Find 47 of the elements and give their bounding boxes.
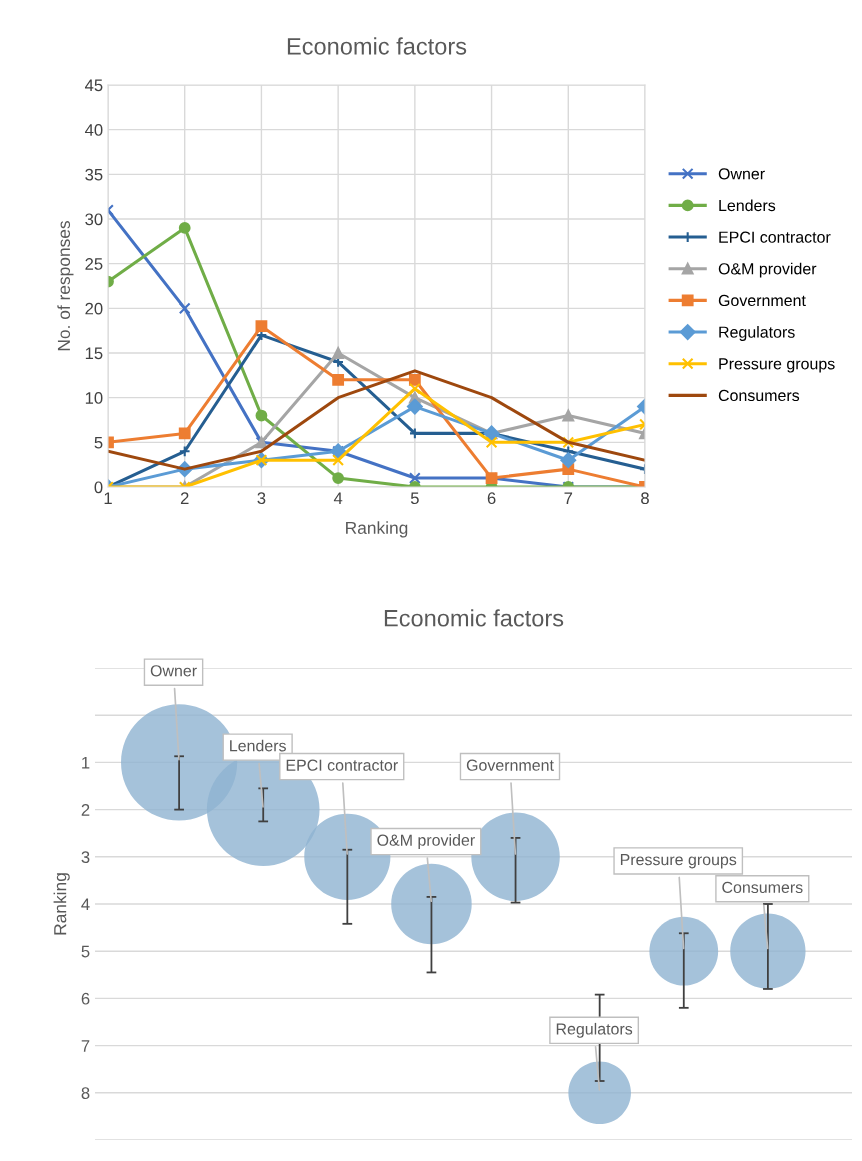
y-tick-label: 5 [94, 436, 103, 449]
legend-label: O&M provider [718, 262, 817, 278]
y-axis-title: Ranking [53, 873, 70, 935]
x-axis-title: Ranking [346, 521, 408, 538]
y-tick-label: 4 [81, 898, 90, 911]
y-tick-label: 1 [82, 756, 90, 769]
x-tick-label: 5 [410, 492, 419, 505]
x-tick-label: 7 [564, 492, 573, 504]
data-label: EPCI contractor [286, 759, 398, 771]
legend-label: Lenders [719, 199, 776, 212]
y-tick-label: 7 [81, 1040, 90, 1052]
data-label: Government [466, 759, 554, 771]
legend-label: Consumers [718, 389, 800, 402]
data-label: Consumers [722, 881, 803, 894]
x-tick-label: 8 [641, 492, 649, 505]
y-tick-label: 15 [85, 347, 103, 360]
y-tick-label: 40 [84, 124, 103, 136]
y-tick-label: 5 [81, 945, 90, 958]
x-tick-label: 6 [487, 492, 496, 505]
x-tick-label: 4 [333, 492, 343, 504]
data-label: Lenders [230, 739, 286, 752]
y-tick-label: 25 [85, 258, 103, 270]
y-tick-label: 2 [81, 804, 90, 816]
x-tick-label: 3 [257, 492, 266, 505]
chart-title: Economic factors [287, 37, 467, 55]
y-tick-label: 30 [85, 213, 103, 226]
x-tick-label: 1 [104, 492, 112, 504]
y-tick-label: 20 [85, 302, 103, 315]
y-tick-label: 35 [85, 168, 103, 181]
data-label: Pressure groups [620, 854, 737, 869]
legend-label: Regulators [719, 326, 795, 341]
y-tick-label: 10 [85, 392, 103, 404]
y-tick-label: 0 [94, 481, 103, 494]
y-tick-label: 3 [81, 851, 90, 863]
data-label: Regulators [556, 1022, 633, 1038]
legend-label: Pressure groups [719, 358, 835, 373]
y-tick-label: 6 [81, 992, 90, 1005]
data-label: O&M provider [377, 834, 475, 849]
data-label: Owner [150, 665, 197, 677]
chart-title: Economic factors [384, 609, 564, 627]
y-tick-label: 45 [84, 79, 103, 92]
x-tick-label: 2 [180, 492, 189, 504]
legend-label: Government [718, 294, 806, 307]
y-axis-title: No. of responses [57, 221, 74, 351]
legend-label: Owner [718, 168, 765, 180]
legend-label: EPCI contractor [719, 231, 831, 243]
y-tick-label: 8 [81, 1087, 90, 1099]
